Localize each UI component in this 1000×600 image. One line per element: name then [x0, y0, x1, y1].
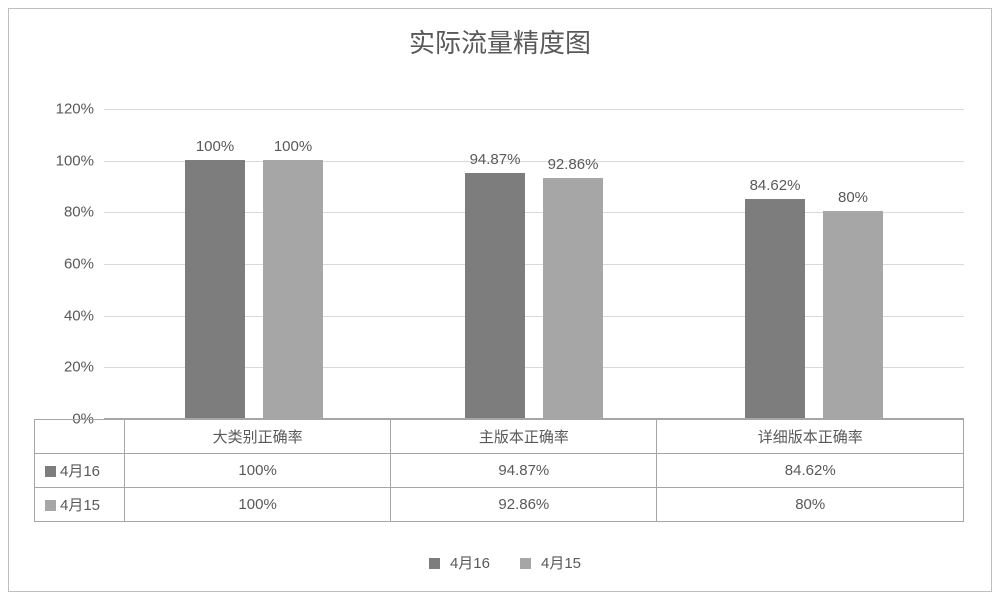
bar-value-label: 100%	[196, 138, 234, 155]
legend-item: 4月15	[510, 555, 581, 572]
table-cell: 92.86%	[391, 488, 657, 522]
table-column-header: 主版本正确率	[391, 420, 657, 454]
plot-area: 0%20%40%60%80%100%120%100%100%94.87%92.8…	[104, 109, 964, 419]
table-column-header: 详细版本正确率	[657, 420, 964, 454]
bar: 94.87%	[465, 173, 525, 418]
bar: 84.62%	[745, 199, 805, 418]
table-row-header: 4月16	[35, 454, 125, 488]
bar-value-label: 80%	[838, 189, 868, 206]
bar-value-label: 94.87%	[470, 151, 521, 168]
table-cell: 100%	[125, 488, 391, 522]
table-cell: 80%	[657, 488, 964, 522]
y-tick-label: 20%	[34, 359, 94, 376]
y-tick-label: 100%	[34, 152, 94, 169]
bar-value-label: 92.86%	[548, 156, 599, 173]
data-table: 大类别正确率主版本正确率详细版本正确率 4月16100%94.87%84.62%…	[34, 419, 964, 522]
legend-item: 4月16	[419, 555, 490, 572]
bar: 92.86%	[543, 178, 603, 418]
y-tick-label: 60%	[34, 256, 94, 273]
bar: 80%	[823, 211, 883, 418]
series-swatch-icon	[45, 500, 56, 511]
gridline	[104, 109, 964, 110]
table-corner	[35, 420, 125, 454]
bar: 100%	[263, 160, 323, 418]
table-row: 4月15100%92.86%80%	[35, 488, 964, 522]
chart-title: 实际流量精度图	[9, 9, 991, 66]
table-cell: 94.87%	[391, 454, 657, 488]
table-row: 4月16100%94.87%84.62%	[35, 454, 964, 488]
table-row-header: 4月15	[35, 488, 125, 522]
legend-swatch-icon	[520, 558, 531, 569]
series-swatch-icon	[45, 466, 56, 477]
bar: 100%	[185, 160, 245, 418]
table-cell: 84.62%	[657, 454, 964, 488]
legend: 4月16 4月15	[9, 552, 991, 573]
bar-value-label: 84.62%	[750, 177, 801, 194]
table-cell: 100%	[125, 454, 391, 488]
legend-swatch-icon	[429, 558, 440, 569]
y-tick-label: 80%	[34, 204, 94, 221]
y-tick-label: 120%	[34, 101, 94, 118]
y-tick-label: 40%	[34, 307, 94, 324]
chart-border: 实际流量精度图 0%20%40%60%80%100%120%100%100%94…	[8, 8, 992, 592]
table-column-header: 大类别正确率	[125, 420, 391, 454]
bar-value-label: 100%	[274, 138, 312, 155]
